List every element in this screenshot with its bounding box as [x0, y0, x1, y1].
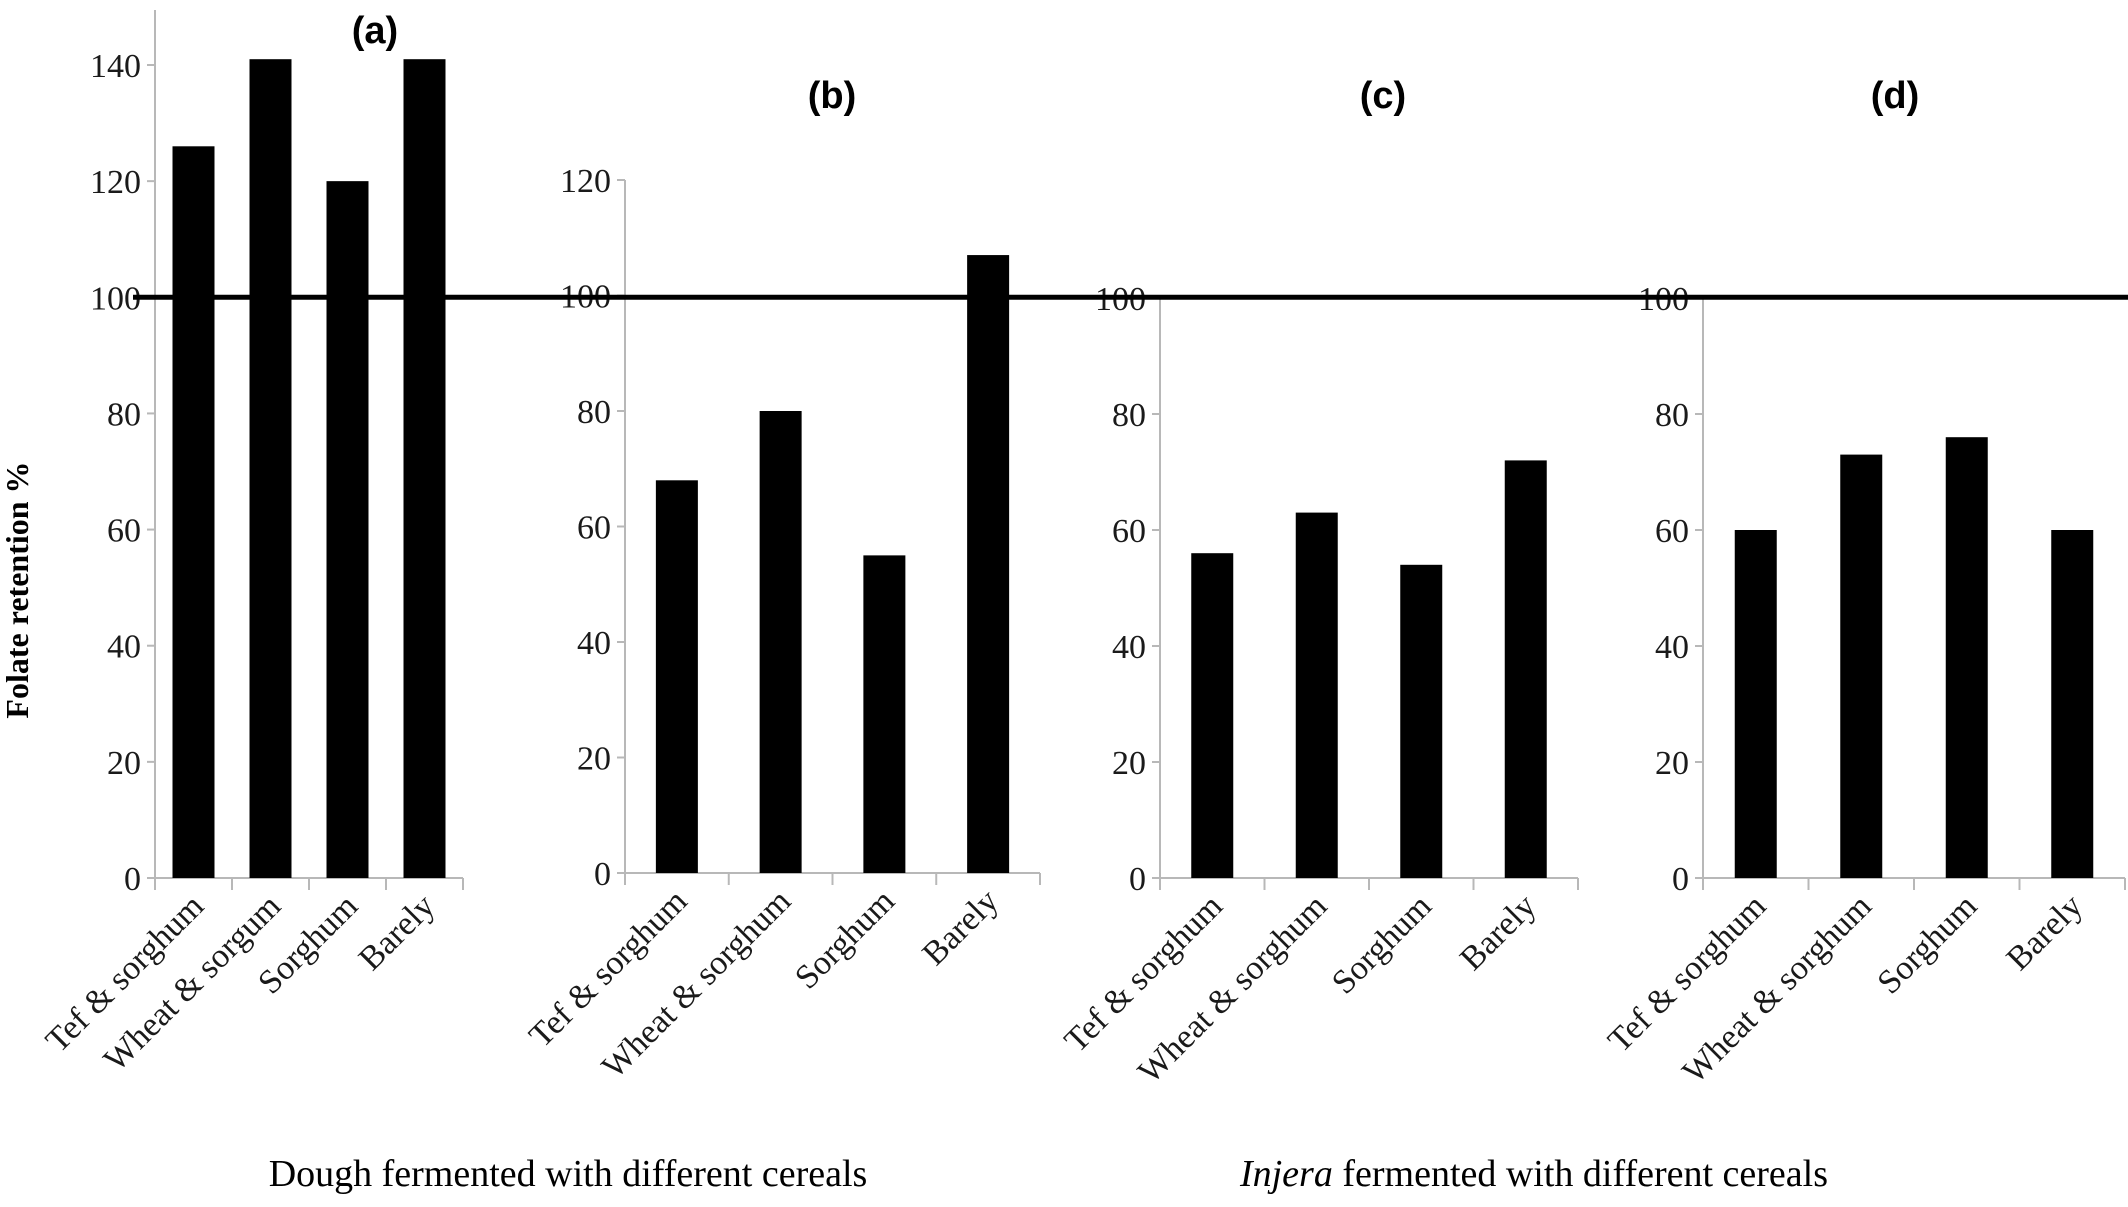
y-tick-label: 0 — [124, 861, 141, 898]
category-label: Barely — [2000, 887, 2090, 977]
bar — [326, 181, 369, 879]
group-label-injera-rest: fermented with different cereals — [1333, 1153, 1828, 1195]
y-tick-label: 20 — [107, 745, 141, 782]
category-label: Barely — [352, 887, 442, 977]
panel-label: (d) — [1871, 75, 1920, 117]
category-label: Sorghum — [1325, 887, 1439, 1001]
bar — [759, 411, 802, 873]
bar — [1191, 553, 1234, 878]
category-label: Wheat & sorghum — [1131, 887, 1334, 1090]
y-tick-label: 40 — [1112, 629, 1146, 666]
category-label: Barely — [1453, 887, 1543, 977]
y-tick-label: 80 — [1112, 397, 1146, 434]
bar — [403, 59, 446, 878]
bar — [967, 255, 1010, 873]
category-label: Wheat & sorghum — [595, 882, 798, 1085]
y-tick-label: 120 — [90, 164, 141, 201]
y-tick-label: 60 — [1655, 513, 1689, 550]
category-label: Sorghum — [788, 882, 902, 996]
category-label: Sorghum — [1871, 887, 1985, 1001]
y-tick-label: 40 — [1655, 629, 1689, 666]
bar — [1295, 512, 1338, 878]
bar — [1734, 530, 1777, 878]
y-tick-label: 20 — [1655, 745, 1689, 782]
bar — [1504, 460, 1547, 878]
bar — [1945, 437, 1988, 878]
category-label: Barely — [916, 882, 1006, 972]
bar — [655, 480, 698, 873]
bar — [1840, 454, 1883, 878]
y-tick-label: 60 — [577, 510, 611, 547]
y-tick-label: 0 — [1672, 861, 1689, 898]
panel-label: (a) — [352, 10, 398, 52]
y-tick-label: 100 — [90, 280, 141, 317]
y-axis-title: Folate retention % — [0, 461, 35, 718]
group-label-dough: Dough fermented with different cereals — [269, 1153, 868, 1195]
group-label-injera: Injera fermented with different cereals — [1239, 1153, 1828, 1195]
panel-label: (c) — [1360, 75, 1406, 117]
y-tick-label: 80 — [577, 394, 611, 431]
y-tick-label: 40 — [107, 629, 141, 666]
category-label: Wheat & sorghum — [1676, 887, 1879, 1090]
y-tick-label: 80 — [107, 396, 141, 433]
bar — [249, 59, 292, 878]
group-label-injera-italic: Injera — [1239, 1153, 1333, 1195]
y-tick-label: 60 — [1112, 513, 1146, 550]
bar — [172, 146, 215, 879]
y-tick-label: 20 — [1112, 745, 1146, 782]
bar — [1400, 564, 1443, 878]
y-tick-label: 120 — [560, 163, 611, 200]
bar — [2051, 530, 2094, 878]
y-tick-label: 0 — [1129, 861, 1146, 898]
y-tick-label: 60 — [107, 513, 141, 550]
panel-label: (b) — [808, 75, 857, 117]
y-tick-label: 80 — [1655, 397, 1689, 434]
y-tick-label: 20 — [577, 741, 611, 778]
y-tick-label: 140 — [90, 48, 141, 85]
bar — [863, 555, 906, 873]
y-tick-label: 0 — [594, 856, 611, 893]
y-tick-label: 40 — [577, 625, 611, 662]
